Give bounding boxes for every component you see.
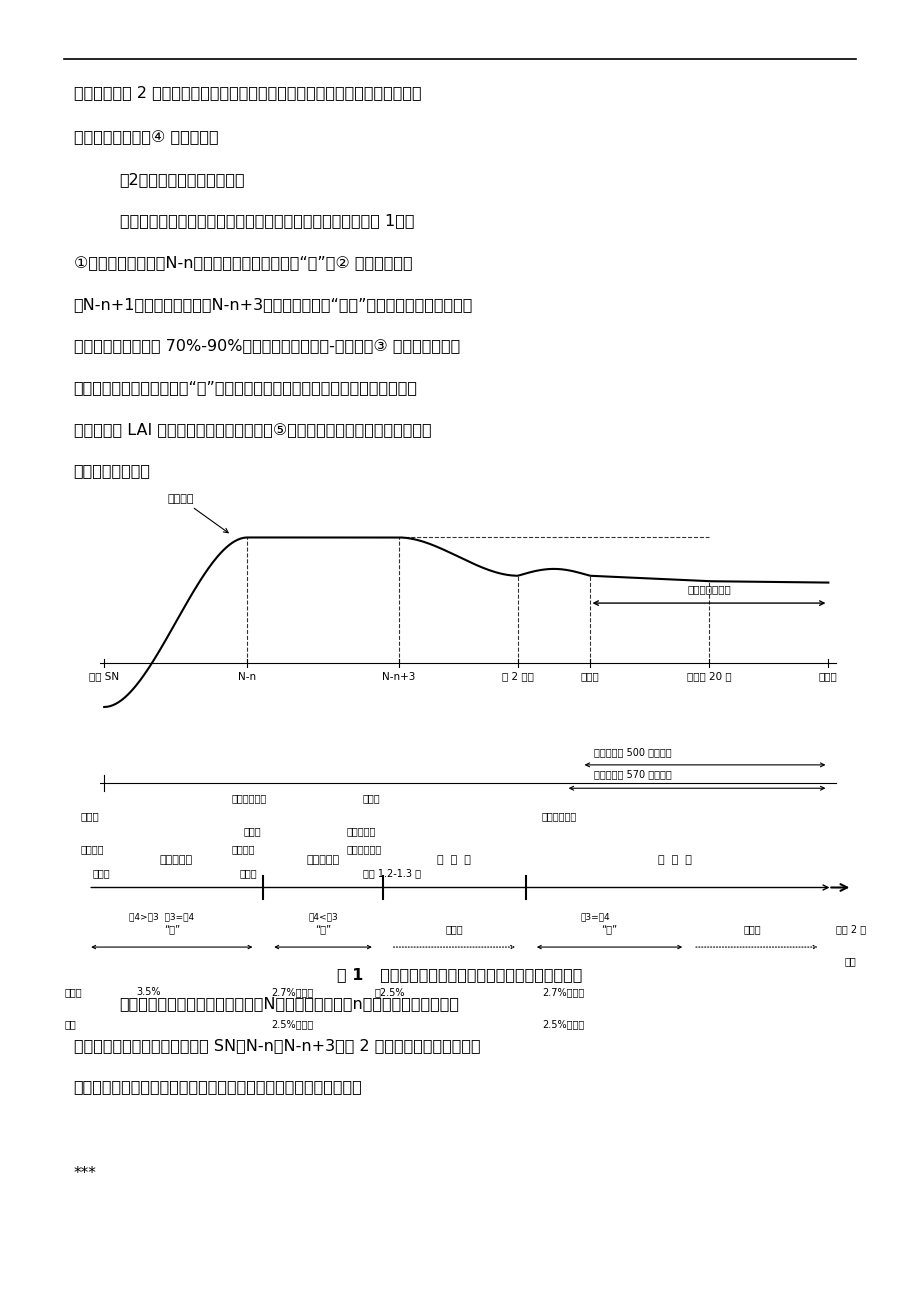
- Text: 渐襄淡: 渐襄淡: [743, 924, 761, 934]
- Text: 2.5%（米）: 2.5%（米）: [541, 1019, 584, 1030]
- Text: 最高苗数为穗: 最高苗数为穗: [346, 844, 381, 854]
- Text: 把茎赖成穗率提高到 70%-90%，行日期推迟到孕穗-抽穗期；③ 促穗期（枝梗分: 把茎赖成穗率提高到 70%-90%，行日期推迟到孕穗-抽穗期；③ 促穗期（枝梗分: [74, 339, 459, 354]
- Text: 高峰苗: 高峰苗: [362, 793, 380, 803]
- Text: 2.7%（粳）: 2.7%（粳）: [271, 987, 313, 997]
- Text: “黑”: “黑”: [601, 924, 617, 934]
- Text: 渐回升: 渐回升: [445, 924, 462, 934]
- Text: 数的 1.2-1.3 倍: 数的 1.2-1.3 倍: [362, 868, 420, 879]
- Text: 顶3=顶4: 顶3=顶4: [580, 913, 609, 922]
- Text: 龄期的到达日期，将通式图中的 SN、N-n、N-n+3、倒 2 叶期、抽穗期等具体量化: 龄期的到达日期，将通式图中的 SN、N-n、N-n+3、倒 2 叶期、抽穗期等具…: [74, 1038, 480, 1053]
- Text: 促  穗  期: 促 穗 期: [437, 855, 471, 866]
- Text: 完成适宜穗数: 完成适宜穗数: [541, 811, 576, 820]
- Text: N-n+3: N-n+3: [381, 672, 414, 682]
- Text: 化至抽穗），叶色回升显二“黑”，形成大穗和完成穗数，并保证在孕穗至抽穗期: 化至抽穗），叶色回升显二“黑”，形成大穗和完成穗数，并保证在孕穗至抽穗期: [74, 380, 417, 396]
- Text: 有效分赖临界: 有效分赖临界: [232, 793, 267, 803]
- Text: 成熟期能保持 2 片左右功能叶。这是在足穗大穗条件下防止倒状、提高结实率和: 成熟期能保持 2 片左右功能叶。这是在足穗大穗条件下防止倒状、提高结实率和: [74, 85, 421, 100]
- Text: 水稻从移栽（或播种）至抽穗期按叶龄模式明显分为四段（图 1）：: 水稻从移栽（或播种）至抽穗期按叶龄模式明显分为四段（图 1）：: [119, 214, 414, 229]
- Text: 高结实率和粒重。: 高结实率和粒重。: [74, 464, 151, 479]
- Text: 成熟期: 成熟期: [818, 672, 837, 682]
- Text: 最佳抽穗结实期: 最佳抽穗结实期: [686, 585, 730, 594]
- Text: 3.5%: 3.5%: [136, 987, 160, 997]
- Text: “黑”: “黑”: [164, 924, 180, 934]
- Text: 计算确定: 计算确定: [80, 844, 104, 854]
- Text: N-n: N-n: [238, 672, 256, 682]
- Text: ＜2.5%: ＜2.5%: [374, 987, 405, 997]
- Text: 各地可以根据品种的主茎总叶数（N）、伸长节间数（n）、亩适宜穗数和各叶: 各地可以根据品种的主茎总叶数（N）、伸长节间数（n）、亩适宜穗数和各叶: [119, 996, 460, 1012]
- Text: 增加生物量 570 公斤左右: 增加生物量 570 公斤左右: [593, 769, 671, 779]
- Text: ①有效分赖叶龄期（N-n）及时够苗，群体叶色显“黑”；② 无效分赖始期: ①有效分赖叶龄期（N-n）及时够苗，群体叶色显“黑”；② 无效分赖始期: [74, 255, 412, 271]
- Text: 封行，建成 LAI 适宜且库大的高光效群体。⑤结实期，单茎绿叶数平衡消减，提: 封行，建成 LAI 适宜且库大的高光效群体。⑤结实期，单茎绿叶数平衡消减，提: [74, 422, 431, 437]
- Text: 氮量: 氮量: [64, 1019, 76, 1030]
- Text: “黄”: “黄”: [314, 924, 331, 934]
- Text: 2.7%（粳）: 2.7%（粳）: [541, 987, 584, 997]
- Text: 倒 2 叶期: 倒 2 叶期: [502, 672, 533, 682]
- Text: 茎赖动态: 茎赖动态: [167, 493, 228, 533]
- Text: 抽穗期: 抽穗期: [580, 672, 598, 682]
- Text: 拔节叶龄期: 拔节叶龄期: [346, 825, 376, 836]
- Text: 图 1   高产水稻群体发展各阶段形态生理指标定量通式: 图 1 高产水稻群体发展各阶段形态生理指标定量通式: [337, 967, 582, 982]
- Text: （N-n+1）至拔节叶龄期（N-n+3），群体叶色要“落黄”，控制无效分赖的发生，: （N-n+1）至拔节叶龄期（N-n+3），群体叶色要“落黄”，控制无效分赖的发生…: [74, 297, 472, 312]
- Text: 叶龄 SN: 叶龄 SN: [89, 672, 119, 682]
- Text: 为实际叶龄值和日期，以及各叶龄值时具体的茎赖数和叶色指标值。: 为实际叶龄值和日期，以及各叶龄值时具体的茎赖数和叶色指标值。: [74, 1079, 362, 1095]
- Text: 粒重的形态指标。④ 无病虫害。: 粒重的形态指标。④ 无病虫害。: [74, 130, 218, 146]
- Text: （2）各生育阶段的生育指标: （2）各生育阶段的生育指标: [119, 172, 245, 187]
- Text: 抽穗后 20 天: 抽穗后 20 天: [686, 672, 731, 682]
- Text: 无效分赖期: 无效分赖期: [306, 855, 339, 866]
- Text: 移栽期: 移栽期: [80, 811, 99, 820]
- Text: 穗数苗: 穗数苗: [239, 868, 256, 879]
- Text: 保存 2 片: 保存 2 片: [835, 924, 866, 934]
- Text: 叶龄期: 叶龄期: [244, 825, 261, 836]
- Text: 顶4>顶3  顶3=顶4: 顶4>顶3 顶3=顶4: [130, 913, 194, 922]
- Text: 达到适宜: 达到适宜: [232, 844, 255, 854]
- Text: 顶4<顶3: 顶4<顶3: [308, 913, 337, 922]
- Text: 绿叶: 绿叶: [844, 956, 855, 966]
- Text: 基本苗: 基本苗: [92, 868, 109, 879]
- Text: 有效分赖期: 有效分赖期: [159, 855, 192, 866]
- Text: ***: ***: [74, 1167, 96, 1181]
- Text: 叶片含: 叶片含: [64, 987, 82, 997]
- Text: 增加生物量 500 公斤左右: 增加生物量 500 公斤左右: [593, 747, 671, 756]
- Text: 2.5%（米）: 2.5%（米）: [271, 1019, 313, 1030]
- Text: 结  实  期: 结 实 期: [657, 855, 691, 866]
